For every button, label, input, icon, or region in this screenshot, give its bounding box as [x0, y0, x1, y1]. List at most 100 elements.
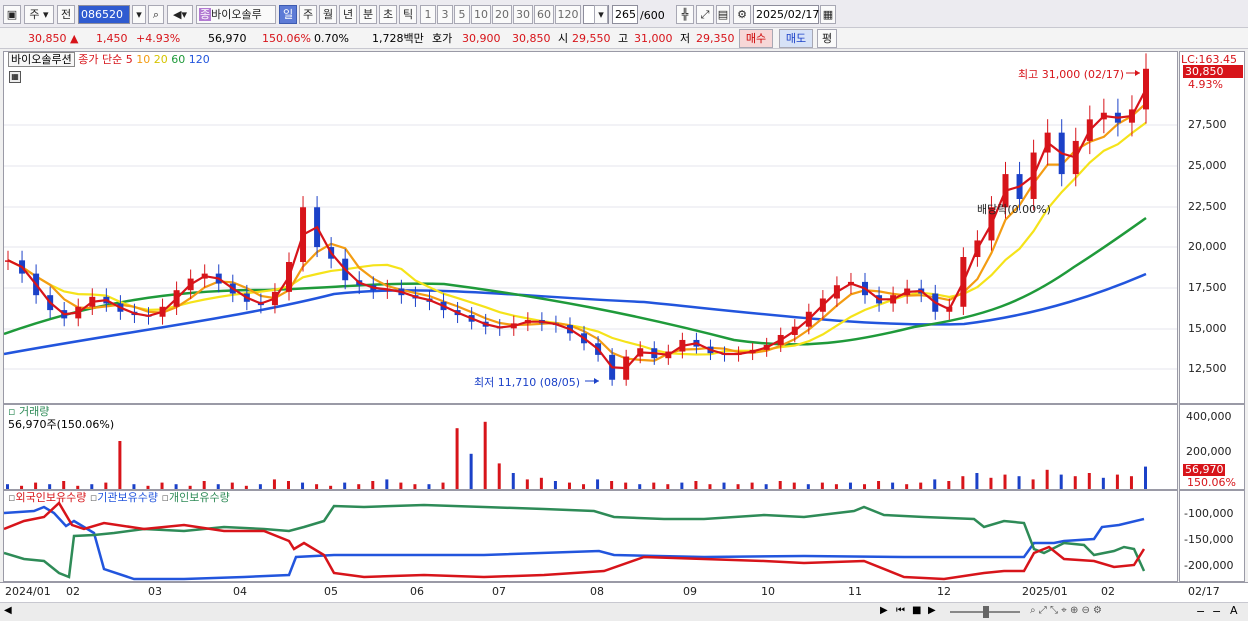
stock-code-input[interactable]: 086520 — [78, 5, 130, 24]
volume-bar — [722, 482, 726, 489]
volume-bar — [34, 482, 38, 489]
x-tick: 08 — [590, 585, 604, 598]
period-day-tab[interactable]: 일 — [279, 5, 297, 24]
volume-bar — [216, 484, 220, 489]
scroll-right-icon[interactable]: ▶ — [880, 605, 888, 616]
bid-price: 30,850 — [512, 32, 551, 45]
volume-bar — [680, 482, 684, 489]
x-tick: 02 — [66, 585, 80, 598]
mode-button[interactable]: 전 — [57, 5, 75, 24]
trade-amount: 1,728백만 — [372, 32, 424, 45]
table-icon[interactable]: ▦ — [9, 71, 21, 83]
gear-icon[interactable]: ⚙ — [733, 5, 751, 24]
zoom-out-icon[interactable]: − — [1196, 605, 1206, 618]
x-tick: 09 — [683, 585, 697, 598]
price-tick: 12,500 — [1188, 362, 1227, 375]
stock-legend-name[interactable]: 바이오솔루션 — [8, 52, 75, 67]
volume-bar — [539, 477, 543, 489]
interval-30[interactable]: 30 — [513, 5, 533, 24]
sell-button[interactable]: 매도 — [779, 29, 813, 48]
volume-bar — [905, 484, 909, 489]
scroll-bar[interactable]: ◀ ▶ ⏮ ■ ▶ ⌕ ⤢ ⤡ ⌖ ⊕ ⊖ ⚙ − − A — [0, 602, 1248, 621]
interval-10[interactable]: 10 — [471, 5, 491, 24]
eval-button[interactable]: 평 — [817, 29, 837, 48]
ma60-label: 60 — [171, 53, 186, 66]
stop-icon[interactable]: ■ — [912, 605, 922, 616]
interval-dropdown-icon[interactable]: ▾ — [594, 5, 608, 24]
period-minute-tab[interactable]: 분 — [359, 5, 377, 24]
period-second-tab[interactable]: 초 — [379, 5, 397, 24]
volume-bar — [76, 485, 80, 489]
volume-bar — [1144, 466, 1147, 489]
open-price: 29,550 — [572, 32, 611, 45]
volume-bar — [708, 484, 712, 489]
period-month-tab[interactable]: 월 — [319, 5, 337, 24]
calendar-icon[interactable]: ▦ — [820, 5, 836, 24]
zoom-reset-icon[interactable]: − — [1212, 605, 1222, 618]
price-change-pct: +4.93% — [136, 32, 181, 45]
volume-bar — [272, 479, 276, 489]
volume-bar — [441, 482, 445, 489]
drawing-tools-icon[interactable]: ⌕ ⤢ ⤡ ⌖ ⊕ ⊖ ⚙ — [1030, 605, 1103, 616]
volume-bar — [624, 482, 628, 489]
zoom-slider-handle[interactable] — [983, 606, 989, 618]
volume-bar — [1031, 479, 1035, 489]
volume-bar — [230, 482, 234, 489]
interval-20[interactable]: 20 — [492, 5, 512, 24]
volume-bar — [385, 479, 389, 489]
period-year-tab[interactable]: 년 — [339, 5, 357, 24]
interval-3[interactable]: 3 — [437, 5, 453, 24]
volume-bar — [764, 484, 768, 489]
price-tick: 20,000 — [1188, 240, 1227, 253]
interval-1[interactable]: 1 — [420, 5, 436, 24]
speaker-icon[interactable]: ◀▾ — [167, 5, 193, 24]
volume-bar — [1115, 474, 1119, 489]
search-icon[interactable]: ⌕ — [148, 5, 164, 24]
price-chart-pane[interactable] — [3, 51, 1178, 404]
volume-bar — [1129, 476, 1133, 489]
period-week-tab[interactable]: 주 — [299, 5, 317, 24]
volume-bar — [1059, 474, 1063, 489]
chart-menu-icon[interactable]: ▣ — [3, 5, 21, 24]
volume-bar — [399, 482, 403, 489]
volume-bar — [933, 479, 937, 489]
play-icon[interactable]: ▶ — [928, 605, 936, 616]
market-select[interactable]: 주 ▾ — [24, 5, 54, 24]
price-legend: 바이오솔루션 종가 단순 5 10 20 60 120 — [8, 52, 210, 67]
code-dropdown-icon[interactable]: ▾ — [132, 5, 146, 24]
interval-5[interactable]: 5 — [454, 5, 470, 24]
volume-bar — [863, 484, 867, 489]
low-price: 29,350 — [696, 32, 735, 45]
x-tick: 06 — [410, 585, 424, 598]
interval-60[interactable]: 60 — [534, 5, 554, 24]
holdings-pane[interactable] — [3, 490, 1178, 582]
volume-pane[interactable] — [3, 404, 1178, 490]
volume-bar — [750, 482, 754, 489]
volume-bar — [511, 473, 515, 489]
high-arrow-icon — [1135, 70, 1140, 76]
lc-label: LC:163.45 — [1181, 53, 1238, 66]
scroll-left-icon[interactable]: ◀ — [4, 605, 12, 616]
x-tick: 11 — [848, 585, 862, 598]
price-change: 1,450 — [96, 32, 128, 45]
buy-button[interactable]: 매수 — [739, 29, 773, 48]
volume-bar — [62, 481, 66, 489]
holdings-tick: -100,000 — [1184, 507, 1234, 520]
volume-bar — [160, 482, 164, 489]
date-input[interactable]: 2025/02/17 — [753, 5, 819, 24]
count-input[interactable]: 265 — [612, 5, 638, 24]
interval-120[interactable]: 120 — [555, 5, 581, 24]
period-tick-tab[interactable]: 틱 — [399, 5, 417, 24]
volume-bar — [329, 485, 333, 489]
font-size-icon[interactable]: A — [1230, 604, 1238, 617]
save-icon[interactable]: ▤ — [716, 5, 730, 24]
tool-icon[interactable]: ⤢ — [696, 5, 714, 24]
volume-pct-tag: 150.06% — [1187, 476, 1236, 489]
holdings-tick: -150,000 — [1184, 533, 1234, 546]
x-tick: 04 — [233, 585, 247, 598]
volume-bar — [553, 481, 557, 489]
x-tick: 05 — [324, 585, 338, 598]
candle-icon[interactable]: ╬ — [676, 5, 694, 24]
rewind-icon[interactable]: ⏮ — [896, 605, 905, 616]
institution-series-label: 기관보유수량 — [97, 491, 159, 504]
